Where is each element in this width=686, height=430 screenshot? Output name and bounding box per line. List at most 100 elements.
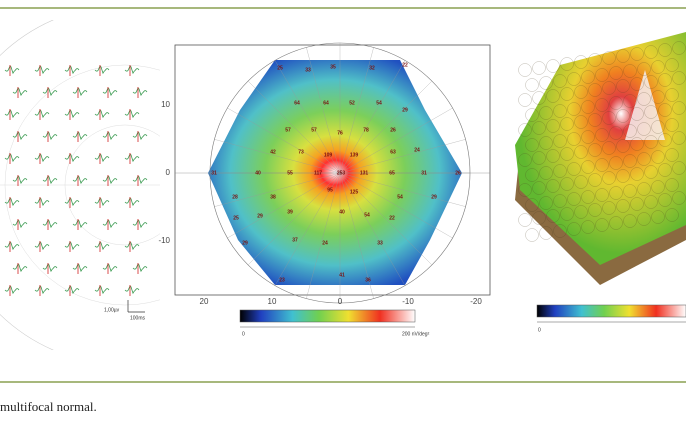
trace xyxy=(42,87,58,97)
cell xyxy=(637,152,651,166)
y-tick-label: 10 xyxy=(161,100,170,109)
cell xyxy=(665,148,679,162)
value-label: 31 xyxy=(421,170,427,176)
trace xyxy=(4,65,20,75)
value-label: 109 xyxy=(324,152,333,158)
trace xyxy=(94,241,110,251)
cell xyxy=(546,59,560,73)
trace xyxy=(42,219,58,229)
cell xyxy=(539,106,553,120)
cell xyxy=(553,164,567,178)
scale-label: 1,00µv xyxy=(104,307,120,313)
cell xyxy=(651,90,665,104)
value-label: 54 xyxy=(364,212,370,218)
trace xyxy=(72,87,88,97)
cell xyxy=(525,228,539,242)
cell xyxy=(658,103,672,117)
cell xyxy=(539,196,553,210)
trace xyxy=(132,263,148,273)
cell xyxy=(574,175,588,189)
trace xyxy=(42,263,58,273)
colorbar-label: 0 xyxy=(242,331,245,337)
trace xyxy=(124,197,140,207)
cell xyxy=(567,132,581,146)
ray xyxy=(274,60,341,174)
value-label: 131 xyxy=(360,170,369,176)
cell xyxy=(616,79,630,93)
trace xyxy=(72,131,88,141)
x-tick-label: -20 xyxy=(470,297,482,306)
ray xyxy=(339,80,433,174)
cell xyxy=(595,128,609,142)
cell xyxy=(588,113,602,127)
cell xyxy=(651,180,665,194)
cell xyxy=(546,119,560,133)
trace xyxy=(132,131,148,141)
cell xyxy=(525,168,539,182)
trace xyxy=(94,153,110,163)
grid xyxy=(175,42,490,304)
cell xyxy=(532,151,546,165)
cell xyxy=(595,68,609,82)
trace xyxy=(64,153,80,163)
trace xyxy=(12,263,28,273)
value-label: 29 xyxy=(402,107,408,113)
cell xyxy=(665,88,679,102)
caption: multifocal normal. xyxy=(0,399,97,414)
cell xyxy=(567,102,581,116)
value-label: 64 xyxy=(294,100,300,106)
cell xyxy=(546,89,560,103)
cell xyxy=(609,186,623,200)
surface-3d xyxy=(515,32,686,285)
value-label: 55 xyxy=(287,170,293,176)
cell xyxy=(658,43,672,57)
cell xyxy=(560,57,574,71)
value-label: 76 xyxy=(337,130,343,136)
cell xyxy=(602,51,616,65)
trace xyxy=(102,263,118,273)
plot-frame xyxy=(174,44,491,296)
cell xyxy=(644,45,658,59)
cell xyxy=(644,135,658,149)
cell xyxy=(602,111,616,125)
cell xyxy=(560,207,574,221)
value-label: 52 xyxy=(349,100,355,106)
x-tick-label: 20 xyxy=(200,297,209,306)
cell xyxy=(623,184,637,198)
value-label: 22 xyxy=(402,62,408,68)
cell xyxy=(609,126,623,140)
value-label: 38 xyxy=(270,194,276,200)
trace xyxy=(64,109,80,119)
ray xyxy=(227,172,341,239)
cell xyxy=(658,73,672,87)
cell xyxy=(658,133,672,147)
cell xyxy=(574,115,588,129)
trace xyxy=(64,241,80,251)
cell xyxy=(609,216,623,230)
cell xyxy=(574,85,588,99)
cell xyxy=(567,222,581,236)
cell xyxy=(539,136,553,150)
trace xyxy=(102,131,118,141)
cell xyxy=(644,195,658,209)
cell xyxy=(581,70,595,84)
ray xyxy=(214,139,341,174)
trace xyxy=(34,153,50,163)
value-label: 26 xyxy=(390,127,396,133)
cell xyxy=(616,199,630,213)
value-label: 253 xyxy=(337,170,346,176)
trace xyxy=(94,197,110,207)
colorbar-label: 200 nV/deg² xyxy=(402,331,430,337)
colorbar xyxy=(536,304,686,318)
cell xyxy=(630,107,644,121)
cell xyxy=(630,167,644,181)
ray xyxy=(339,172,406,286)
cell xyxy=(602,201,616,215)
cell xyxy=(637,122,651,136)
cell xyxy=(602,171,616,185)
ray xyxy=(227,107,341,174)
value-label: 24 xyxy=(322,240,328,246)
value-label: 24 xyxy=(414,147,420,153)
ray xyxy=(339,47,374,174)
